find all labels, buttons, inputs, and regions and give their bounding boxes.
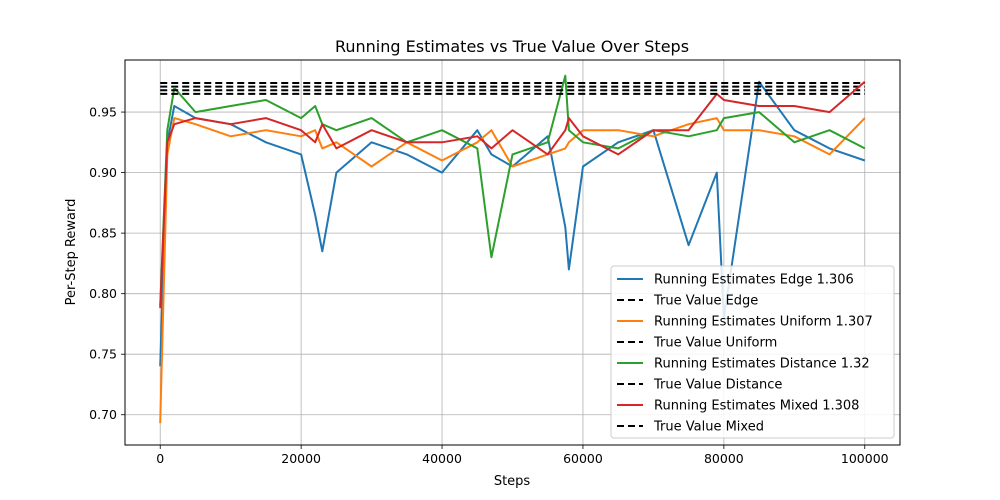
- x-tick-label: 40000: [422, 451, 462, 466]
- y-tick-label: 0.85: [89, 226, 117, 241]
- y-axis-label: Per-Step Reward: [64, 199, 79, 306]
- y-tick-label: 0.90: [89, 165, 117, 180]
- series-running-estimates-edge-1-306: [159, 80, 866, 367]
- legend-entry: Running Estimates Distance 1.32: [654, 357, 870, 372]
- legend-entry: True Value Distance: [653, 378, 782, 393]
- legend-entry: Running Estimates Mixed 1.308: [654, 399, 859, 414]
- chart-title: Running Estimates vs True Value Over Ste…: [335, 37, 689, 56]
- y-tick-label: 0.70: [89, 407, 117, 422]
- x-tick-label: 0: [156, 451, 164, 466]
- x-tick-label: 100000: [841, 451, 889, 466]
- legend-entry: True Value Mixed: [653, 420, 764, 435]
- plot-area: [124, 59, 901, 446]
- legend-box: [610, 265, 895, 439]
- x-tick-label: 80000: [704, 451, 744, 466]
- legend-entry: Running Estimates Edge 1.306: [654, 273, 854, 288]
- legend-entry: True Value Uniform: [653, 336, 777, 351]
- legend-entry: Running Estimates Uniform 1.307: [654, 315, 873, 330]
- legend-entry: True Value Edge: [653, 294, 758, 309]
- series-running-estimates-uniform-1-307: [159, 117, 866, 424]
- y-tick-label: 0.95: [89, 105, 117, 120]
- x-tick-label: 20000: [281, 451, 321, 466]
- x-axis-label: Steps: [494, 474, 531, 489]
- series-running-estimates-mixed-1-308: [159, 81, 866, 309]
- series-running-estimates-distance-1-32: [159, 74, 866, 306]
- series-group: [159, 74, 866, 424]
- tick-group: 0 20000 40000 60000 80000 100000 0.70 0.75 0.80 0…: [89, 105, 889, 466]
- y-tick-label: 0.75: [89, 347, 117, 362]
- x-tick-label: 60000: [563, 451, 603, 466]
- legend: Running Estimates Edge 1.306 True Value E…: [610, 265, 895, 439]
- y-tick-label: 0.80: [89, 286, 117, 301]
